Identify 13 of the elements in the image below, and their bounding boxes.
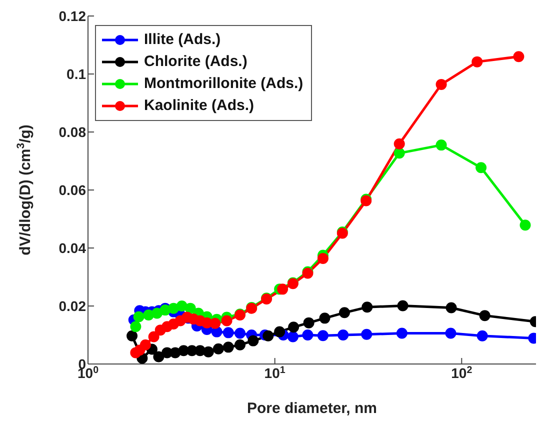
legend-label: Chlorite (Ads.) [144, 52, 248, 72]
y-tick-label: 0.1 [66, 66, 86, 82]
y-tick-label: 0.08 [58, 124, 86, 140]
y-tick-label: 0.06 [58, 182, 86, 198]
legend-label: Kaolinite (Ads.) [144, 96, 254, 116]
x-axis-title: Pore diameter, nm [246, 400, 378, 417]
y-tick-label: 0.04 [58, 240, 86, 256]
x-tick-label: 10$^{1}$ [264, 364, 286, 381]
legend-label: Montmorillonite (Ads.) [144, 74, 304, 94]
x-tick-label: 10$^{2}$ [451, 364, 473, 381]
legend-label: Illite (Ads.) [144, 30, 221, 50]
y-tick-label: 0.12 [58, 8, 86, 24]
y-tick-label: 0.02 [58, 298, 86, 314]
